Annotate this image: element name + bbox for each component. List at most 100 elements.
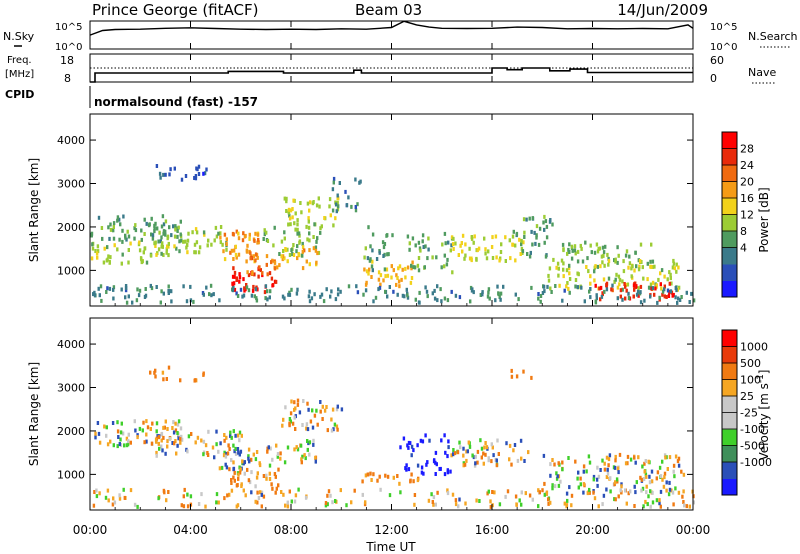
heatmap-cell: [104, 495, 108, 500]
heatmap-cell: [424, 433, 427, 438]
heatmap-cell: [149, 253, 153, 258]
noise-left-tick-bottom: 10^0: [55, 42, 82, 53]
heatmap-cell: [683, 503, 686, 508]
heatmap-cell: [174, 421, 177, 426]
heatmap-cell: [337, 204, 340, 209]
heatmap-cell: [603, 289, 606, 294]
heatmap-cell: [155, 450, 158, 455]
heatmap-cell: [646, 502, 649, 507]
heatmap-cell: [635, 480, 638, 485]
heatmap-cell: [644, 459, 647, 463]
heatmap-cell: [453, 451, 457, 456]
heatmap-cell: [568, 263, 571, 268]
heatmap-cell: [91, 246, 95, 251]
heatmap-cell: [622, 259, 625, 264]
heatmap-cell: [566, 251, 569, 256]
heatmap-cell: [585, 265, 588, 269]
heatmap-cell: [291, 215, 294, 220]
heatmap-cell: [296, 287, 299, 292]
heatmap-cell: [622, 269, 626, 274]
heatmap-cell: [178, 239, 181, 244]
heatmap-cell: [596, 249, 600, 254]
heatmap-cell: [588, 490, 591, 495]
heatmap-cell: [308, 299, 312, 304]
heatmap-cell: [466, 449, 469, 454]
heatmap-cell: [281, 257, 284, 262]
heatmap-cell: [468, 444, 472, 449]
heatmap-cell: [535, 235, 538, 240]
heatmap-cell: [565, 284, 568, 289]
heatmap-cell: [672, 292, 675, 297]
heatmap-cell: [143, 295, 147, 299]
heatmap-cell: [624, 461, 628, 466]
heatmap-cell: [300, 210, 303, 215]
heatmap-cell: [424, 244, 427, 249]
heatmap-cell: [136, 435, 139, 440]
heatmap-cell: [166, 439, 169, 444]
heatmap-cell: [371, 232, 375, 237]
heatmap-cell: [490, 442, 493, 447]
heatmap-cell: [601, 458, 604, 463]
heatmap-cell: [492, 453, 495, 458]
heatmap-cell: [287, 210, 290, 215]
heatmap-cell: [306, 439, 309, 443]
heatmap-cell: [624, 284, 627, 289]
velocity-cells: [92, 365, 695, 509]
heatmap-cell: [247, 456, 250, 461]
velocity-ylabel: Slant Range [km]: [27, 362, 41, 466]
heatmap-cell: [601, 292, 604, 297]
heatmap-cell: [628, 261, 632, 266]
heatmap-cell: [426, 294, 429, 299]
heatmap-cell: [504, 494, 507, 499]
heatmap-cell: [112, 285, 116, 290]
heatmap-cell: [558, 283, 561, 288]
heatmap-cell: [665, 488, 668, 493]
heatmap-cell: [280, 254, 283, 259]
heatmap-cell: [660, 286, 663, 291]
heatmap-cell: [155, 164, 159, 168]
heatmap-cell: [112, 236, 116, 241]
heatmap-cell: [451, 270, 454, 275]
heatmap-cell: [520, 456, 523, 461]
heatmap-cell: [555, 476, 559, 481]
heatmap-cell: [677, 285, 681, 290]
heatmap-cell: [635, 264, 638, 269]
heatmap-cell: [382, 245, 386, 250]
heatmap-cell: [579, 243, 582, 248]
heatmap-cell: [474, 461, 477, 466]
heatmap-cell: [420, 465, 424, 470]
heatmap-cell: [384, 289, 387, 294]
heatmap-cell: [563, 501, 566, 506]
heatmap-cell: [244, 233, 247, 238]
heatmap-cell: [283, 256, 286, 261]
heatmap-cell: [253, 294, 256, 299]
heatmap-cell: [323, 408, 327, 413]
heatmap-cell: [347, 284, 351, 289]
heatmap-cell: [633, 455, 636, 460]
heatmap-cell: [589, 274, 592, 279]
heatmap-cell: [406, 295, 410, 300]
heatmap-cell: [647, 285, 651, 290]
heatmap-cell: [520, 246, 524, 251]
heatmap-cell: [268, 471, 271, 476]
colorbar-segment: [722, 412, 737, 430]
heatmap-cell: [599, 285, 603, 290]
heatmap-cell: [198, 245, 202, 250]
heatmap-cell: [252, 254, 256, 259]
heatmap-cell: [523, 230, 526, 235]
heatmap-cell: [189, 284, 192, 289]
heatmap-cell: [161, 244, 164, 249]
heatmap-cell: [592, 490, 595, 495]
heatmap-cell: [234, 433, 237, 438]
heatmap-cell: [388, 285, 391, 289]
colorbar-tick-label: 16: [740, 192, 754, 205]
heatmap-cell: [356, 202, 359, 207]
heatmap-cell: [588, 289, 591, 294]
heatmap-cell: [514, 258, 517, 263]
heatmap-cell: [182, 239, 185, 244]
heatmap-cell: [274, 490, 277, 495]
heatmap-cell: [285, 199, 288, 204]
heatmap-cell: [127, 439, 130, 444]
heatmap-cell: [613, 279, 616, 284]
heatmap-cell: [127, 294, 130, 299]
